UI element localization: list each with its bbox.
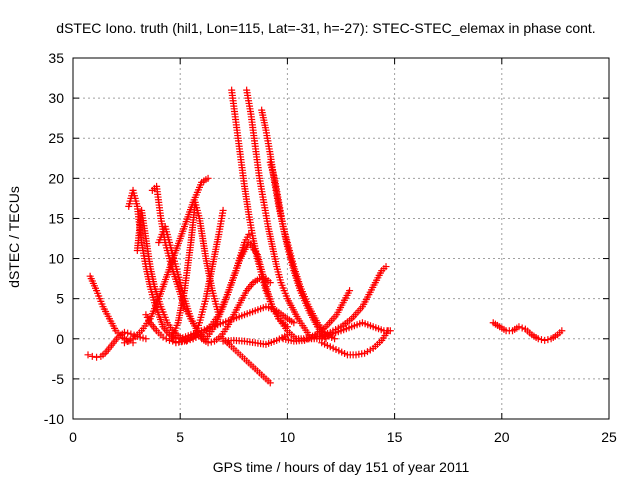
- x-tick-label: 10: [280, 429, 296, 445]
- series-18: [202, 239, 291, 343]
- data-point: [245, 230, 253, 238]
- data-point: [331, 335, 339, 343]
- x-tick-label: 15: [387, 429, 403, 445]
- series-9: [168, 198, 223, 343]
- y-tick-label: 5: [56, 291, 64, 307]
- series-17: [266, 158, 339, 343]
- series-24: [318, 327, 392, 359]
- data-point: [290, 319, 298, 327]
- point-marker: [124, 329, 132, 337]
- series-25: [489, 319, 566, 344]
- data-point: [384, 327, 392, 335]
- series-8: [120, 174, 212, 347]
- data-point: [382, 263, 390, 271]
- data-point: [204, 339, 212, 347]
- x-axis-label: GPS time / hours of day 151 of year 2011: [213, 459, 470, 475]
- y-tick-label: 15: [48, 210, 64, 226]
- x-tick-label: 25: [601, 429, 617, 445]
- y-tick-label: 20: [48, 170, 64, 186]
- axis-ticks: [72, 57, 610, 420]
- x-tick-label: 20: [494, 429, 510, 445]
- y-tick-label: 10: [48, 251, 64, 267]
- data-point: [266, 279, 274, 287]
- data-point: [204, 174, 212, 182]
- data-point: [84, 351, 92, 359]
- y-axis-label: dSTEC / TECUs: [6, 186, 22, 288]
- y-tick-label: 0: [56, 331, 64, 347]
- point-marker: [544, 336, 552, 344]
- x-tick-labels: 0 5 10 15 20 25: [69, 429, 617, 445]
- y-tick-labels: -10 -5 0 5 10 15 20 25 30 35: [44, 50, 64, 427]
- data-point: [534, 335, 542, 343]
- data-point: [283, 323, 291, 331]
- data-point: [159, 333, 167, 341]
- x-tick-label: 0: [69, 429, 77, 445]
- x-tick-label: 5: [176, 429, 184, 445]
- point-marker: [207, 338, 215, 346]
- data-point: [93, 353, 101, 361]
- series-2: [86, 272, 137, 347]
- y-tick-label: 35: [48, 50, 64, 66]
- data-point: [515, 323, 523, 331]
- data-point: [120, 328, 128, 336]
- data-point: [558, 327, 566, 335]
- y-tick-label: 25: [48, 130, 64, 146]
- plot-frame: [72, 57, 610, 420]
- data-point: [346, 287, 354, 295]
- data-point: [142, 335, 150, 343]
- y-tick-label: -10: [44, 411, 64, 427]
- data-point: [88, 352, 96, 360]
- y-tick-label: -5: [52, 371, 65, 387]
- grid-lines: [73, 58, 609, 419]
- data-point: [266, 379, 274, 387]
- data-point: [283, 331, 291, 339]
- data-point: [541, 336, 549, 344]
- chart-title: dSTEC Iono. truth (hil1, Lon=115, Lat=-3…: [56, 20, 595, 36]
- data-points: [84, 86, 566, 387]
- data-point: [127, 330, 135, 338]
- data-point: [219, 206, 227, 214]
- point-marker: [518, 324, 526, 332]
- series-10: [189, 206, 227, 343]
- y-tick-label: 30: [48, 90, 64, 106]
- series-20: [219, 331, 291, 348]
- series-15: [243, 86, 313, 339]
- point-marker: [537, 336, 545, 344]
